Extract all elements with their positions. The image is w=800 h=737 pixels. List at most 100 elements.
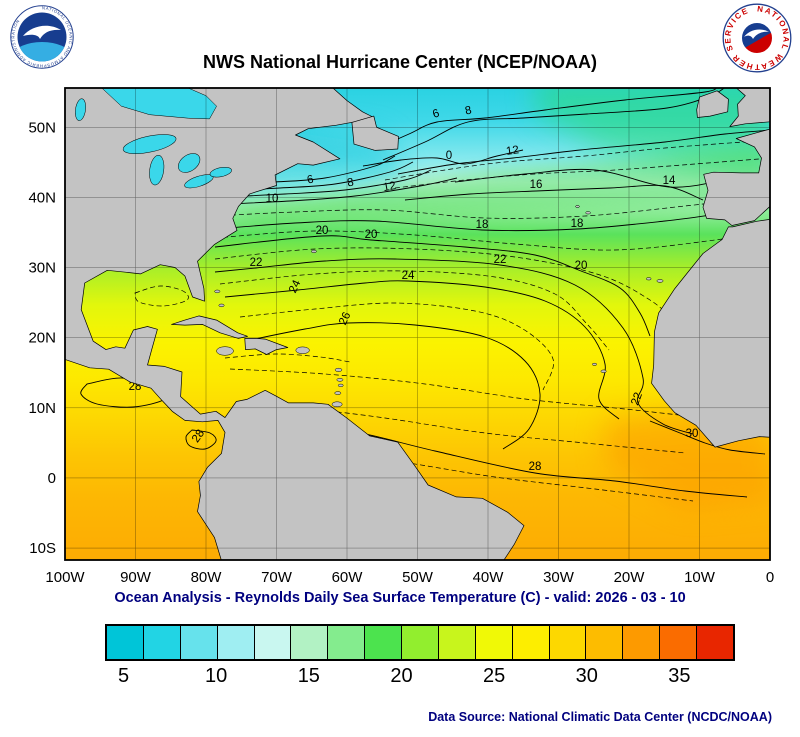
island (218, 303, 225, 308)
island (331, 401, 343, 408)
landmass-newfoundland (351, 115, 399, 151)
lon-tick-label: 60W (332, 569, 364, 586)
island (336, 378, 344, 382)
contour-label: 24 (402, 270, 415, 282)
lon-tick-label: 50W (402, 569, 434, 586)
island (646, 277, 652, 281)
island (575, 205, 580, 208)
contour-label: 18 (476, 219, 489, 231)
data-source-text: Data Source: National Climatic Data Cent… (428, 710, 772, 724)
axis-labels: 50N 40N 30N 20N 10N 0 10S 100W 90W 80W 70W 60W 50W 40… (28, 119, 774, 586)
lake (149, 154, 165, 186)
island (585, 211, 591, 215)
colorbar-tick-label: 30 (575, 665, 598, 687)
lat-tick-label: 0 (48, 470, 56, 487)
island (295, 346, 310, 354)
colorbar-cell (438, 626, 476, 659)
colorbar-cell (549, 626, 587, 659)
contour-label: 12 (505, 144, 519, 158)
lon-tick-label: 30W (543, 569, 575, 586)
colorbar-cell (365, 626, 402, 659)
landmass-cuba (171, 315, 248, 339)
lon-tick-label: 90W (120, 569, 152, 586)
noaa-logo-sea (17, 42, 67, 62)
island (337, 383, 344, 387)
contour-label: 30 (686, 428, 699, 440)
colorbar-cell (180, 626, 218, 659)
map-frame (64, 87, 771, 561)
contour-label: 12 (382, 180, 397, 194)
contour-label: 8 (346, 177, 354, 190)
colorbar-cell (512, 626, 550, 659)
island (600, 369, 607, 373)
island (334, 367, 343, 372)
sst-map: 0 6 8 12 16 14 18 18 6 8 12 10 20 20 22 22 20 24 24 26 28 28 2… (0, 85, 800, 591)
contour-label: 22 (250, 257, 263, 269)
lat-tick-label: 40N (28, 189, 56, 206)
lon-tick-label: 40W (473, 569, 505, 586)
lon-tick-label: 70W (261, 569, 293, 586)
colorbar-cell (217, 626, 255, 659)
noaa-logo-gull-icon (23, 25, 61, 39)
colorbar: 5 10 15 20 25 30 35 (105, 624, 735, 691)
lon-tick-label: 100W (45, 569, 85, 586)
land-layer (65, 88, 770, 560)
nws-logo-gull-icon (744, 29, 769, 39)
colorbar-cell (291, 626, 329, 659)
contour-label: 8 (464, 105, 473, 118)
colorbar-cell (660, 626, 697, 659)
island (334, 391, 342, 395)
contour-label: 28 (529, 461, 542, 473)
colorbar-cell (143, 626, 181, 659)
colorbar-cell (254, 626, 292, 659)
contour-label: 22 (494, 254, 507, 266)
colorbar-cell (107, 626, 144, 659)
contour-label: 6 (306, 174, 315, 187)
islands-layer (214, 205, 664, 408)
contour-label: 18 (571, 218, 584, 230)
contour-label: 6 (431, 107, 441, 120)
lake (122, 134, 177, 154)
page-title: NWS National Hurricane Center (NCEP/NOAA… (202, 52, 598, 72)
colorbar-tick-label: 5 (117, 665, 130, 687)
colorbar-cell (475, 626, 513, 659)
contour-label: 26 (337, 310, 353, 327)
island (214, 289, 221, 294)
hudson-bay (101, 88, 217, 120)
lake (178, 153, 201, 173)
colorbar-tick-label: 35 (668, 665, 691, 687)
colorbar-tick-label: 10 (205, 665, 228, 687)
landmass-ireland (696, 90, 729, 118)
colorbar-cell (586, 626, 624, 659)
colorbar-tick-label: 20 (390, 665, 413, 687)
island (311, 249, 317, 253)
contour-label: 10 (266, 193, 279, 205)
lake (209, 166, 232, 178)
contour-label: 0 (446, 150, 452, 162)
contour-label: 22 (629, 391, 645, 407)
noaa-logo: NATIONAL OCEANIC AND ATMOSPHERIC ADMINIS… (10, 5, 74, 69)
colorbar-tick-labels: 5 10 15 20 25 30 35 (105, 661, 735, 691)
map-caption: Ocean Analysis - Reynolds Daily Sea Surf… (114, 590, 686, 606)
lat-tick-label: 20N (28, 330, 56, 347)
lon-tick-label: 80W (191, 569, 223, 586)
island (216, 346, 234, 356)
lake (75, 98, 86, 121)
contour-label: 20 (316, 225, 329, 237)
colorbar-cell (623, 626, 661, 659)
landmass-britain (729, 88, 770, 127)
landmass-iberia_france (702, 128, 770, 226)
grid-lines (65, 88, 770, 560)
lat-tick-label: 10N (28, 400, 56, 417)
colorbar-tick-label: 25 (482, 665, 506, 687)
nws-logo: NATIONAL WEATHER SERVICE (722, 3, 792, 73)
nws-logo-red-band (741, 31, 773, 54)
lat-tick-label: 50N (28, 119, 56, 136)
contour-label: 20 (575, 260, 588, 272)
contour-label: 20 (365, 229, 378, 241)
nws-logo-inner-ring (741, 22, 773, 54)
lon-tick-label: 10W (684, 569, 716, 586)
colorbar-cells (105, 624, 735, 661)
island (656, 279, 664, 283)
